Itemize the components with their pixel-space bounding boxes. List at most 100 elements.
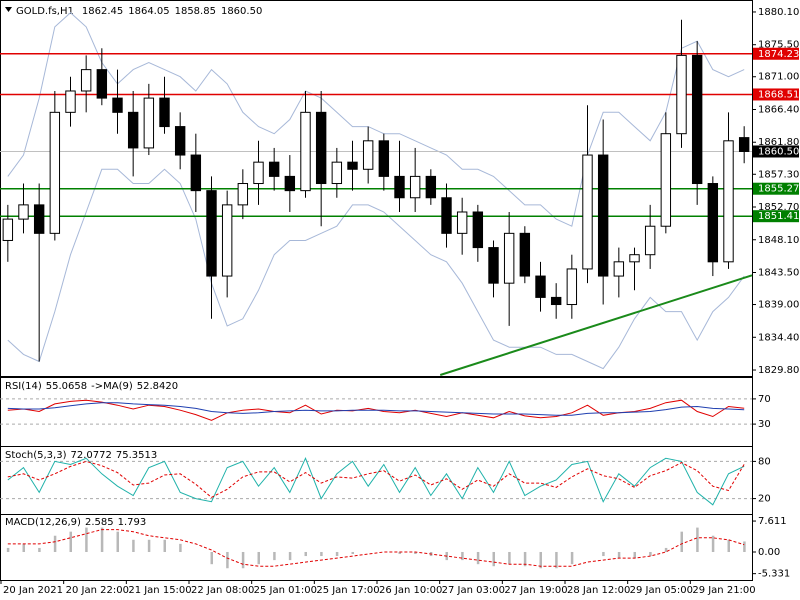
histogram-bar (38, 547, 41, 552)
candle-body (143, 97, 155, 149)
candle-body (18, 204, 29, 220)
y-tick-label: 20 (758, 494, 771, 505)
candle-body (300, 111, 311, 192)
rsi-title: RSI(14) (5, 381, 42, 392)
y-tick-label: 1861.80 (758, 137, 799, 148)
series-line (7, 529, 745, 567)
rsi-ma-readout: 52.8420 (137, 381, 178, 392)
histogram-bar (179, 543, 182, 552)
histogram-bar (257, 551, 260, 565)
histogram-bar (696, 527, 699, 552)
candle-body (2, 218, 14, 241)
candle-body (597, 154, 609, 277)
histogram-bar (555, 551, 558, 569)
candle-body (65, 90, 76, 113)
y-tick-label: 1866.40 (758, 104, 799, 115)
histogram-bar (226, 551, 229, 569)
histogram-bar (523, 551, 527, 567)
histogram-bar (100, 527, 104, 552)
y-tick-label: 1829.80 (758, 365, 799, 376)
histogram-bar (664, 547, 668, 552)
stoch-header: Stoch(5,3,3) 72.0772 75.3513 (5, 450, 157, 461)
rsi-header: RSI(14) 55.0658 ->MA(9) 52.8420 (5, 381, 178, 392)
histogram-bar (304, 551, 307, 557)
series-line (7, 460, 745, 498)
y-tick-label: 1848.10 (758, 235, 799, 246)
histogram-bar (508, 551, 511, 565)
candle-body (174, 126, 186, 156)
y-tick-label: 80 (758, 456, 771, 467)
level-price-label: 1874.23 (758, 49, 799, 60)
x-tick-label: 29 Jan 05:00 (630, 585, 693, 596)
histogram-bar (680, 531, 683, 552)
histogram-bar (649, 551, 652, 557)
level-price-label: 1868.51 (758, 89, 799, 100)
candle-body (409, 175, 421, 199)
histogram-bar (273, 551, 276, 561)
open-readout: 1862.45 (82, 6, 123, 17)
candle-body (378, 140, 390, 177)
y-tick-label: 0.00 (758, 547, 780, 558)
bollinger-band (7, 168, 745, 370)
x-tick-label: 21 Jan 15:00 (128, 585, 191, 596)
histogram-bar (711, 535, 715, 552)
histogram-bar (743, 541, 746, 552)
candle-body (644, 225, 656, 256)
histogram-bar (22, 543, 25, 552)
candle-body (237, 183, 249, 206)
y-tick-label: 30 (758, 419, 771, 430)
histogram-bar (85, 527, 88, 552)
x-tick-label: 27 Jan 03:00 (442, 585, 505, 596)
trend-line (439, 274, 753, 376)
histogram-bar (539, 551, 542, 569)
candle-body (488, 247, 499, 284)
series-line (7, 402, 745, 416)
y-tick-label: 1857.30 (758, 169, 799, 180)
candle-body (362, 140, 374, 170)
candle-body (284, 175, 296, 192)
candle-body (127, 111, 139, 149)
y-tick-label: 1839.00 (758, 300, 799, 311)
x-tick-label: 28 Jan 12:00 (567, 585, 630, 596)
x-tick-label: 29 Jan 21:00 (692, 585, 755, 596)
candle-body (394, 175, 405, 199)
rsi-readout: 55.0658 (46, 381, 87, 392)
candle-body (519, 232, 531, 277)
candle-body (691, 54, 703, 185)
candle-body (112, 97, 123, 113)
y-tick-label: 1875.50 (758, 40, 799, 51)
candle-body (566, 268, 578, 306)
histogram-bar (320, 551, 323, 557)
bollinger-band (7, 12, 745, 227)
histogram-bar (492, 551, 495, 567)
y-tick-label: 1880.10 (758, 7, 799, 18)
rsi-ma-title: ->MA(9) (91, 381, 133, 392)
x-tick-label: 27 Jan 19:00 (504, 585, 567, 596)
symbol: GOLD.fs,H1 (16, 6, 74, 17)
histogram-bar (633, 551, 636, 559)
stoch-signal-readout: 75.3513 (116, 450, 157, 461)
candle-body (347, 161, 358, 170)
current-price-label: 1860.50 (758, 146, 799, 157)
macd-title: MACD(12,26,9) (5, 517, 81, 528)
histogram-bar (461, 551, 464, 561)
histogram-bar (210, 551, 213, 565)
level-price-label: 1855.27 (758, 184, 799, 195)
collapse-icon (5, 7, 12, 12)
x-tick-label: 22 Jan 08:00 (191, 585, 254, 596)
level-price-box (753, 47, 799, 60)
candle-body (221, 204, 233, 277)
stoch-main-readout: 72.0772 (70, 450, 111, 461)
histogram-bar (414, 551, 417, 555)
histogram-bar (288, 551, 292, 561)
level-price-box (753, 182, 799, 195)
candle-body (660, 133, 672, 227)
candle-body (159, 97, 170, 128)
histogram-bar (116, 531, 119, 552)
histogram-bar (53, 535, 57, 552)
x-tick-label: 20 Jan 22:00 (66, 585, 129, 596)
y-tick-label: 7.611 (758, 516, 787, 527)
candle-body (96, 69, 108, 99)
y-tick-label: -5.331 (758, 569, 790, 580)
x-tick-label: 25 Jan 01:00 (254, 585, 317, 596)
